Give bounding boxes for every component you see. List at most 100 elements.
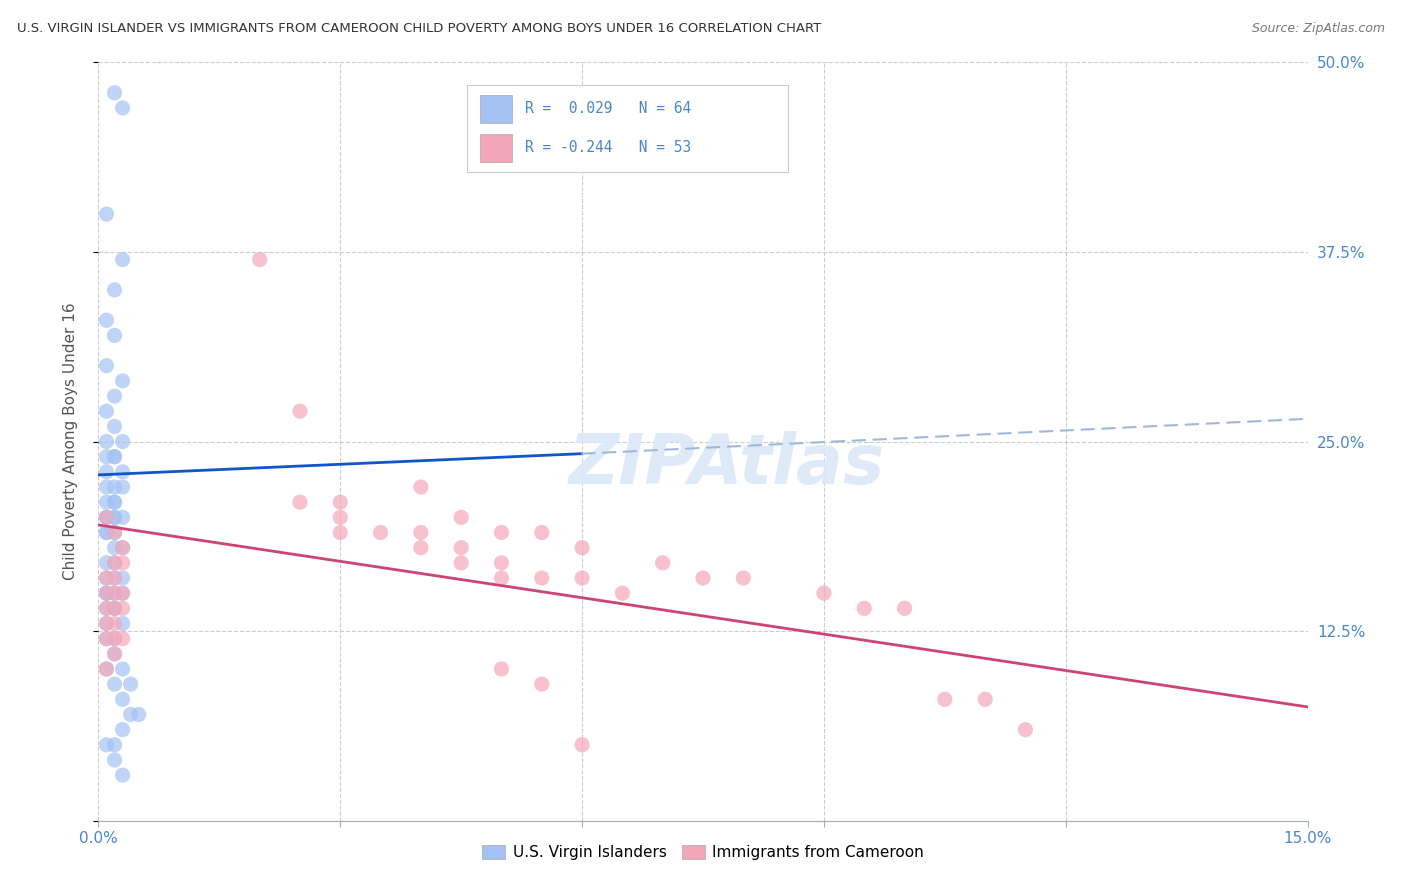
Point: [111, 465, 134, 479]
Point: [96, 601, 118, 615]
Point: [103, 632, 125, 646]
Point: [103, 419, 125, 434]
Text: Source: ZipAtlas.com: Source: ZipAtlas.com: [1251, 22, 1385, 36]
Point: [96, 738, 118, 752]
Point: [409, 525, 432, 540]
Point: [103, 510, 125, 524]
Point: [893, 601, 915, 615]
Point: [612, 586, 634, 600]
Point: [103, 556, 125, 570]
Point: [111, 768, 134, 782]
Point: [103, 571, 125, 585]
Point: [491, 571, 513, 585]
Point: [409, 541, 432, 555]
Point: [96, 480, 118, 494]
Point: [96, 601, 118, 615]
Point: [530, 525, 553, 540]
Text: ZIPAtlas: ZIPAtlas: [569, 431, 886, 498]
Point: [530, 677, 553, 691]
Point: [96, 525, 118, 540]
Point: [103, 510, 125, 524]
Point: [530, 571, 553, 585]
Point: [103, 556, 125, 570]
Point: [96, 571, 118, 585]
Point: [103, 632, 125, 646]
Point: [96, 586, 118, 600]
Point: [103, 601, 125, 615]
Point: [103, 525, 125, 540]
Point: [96, 632, 118, 646]
Point: [111, 723, 134, 737]
Point: [571, 571, 593, 585]
Point: [111, 252, 134, 267]
Point: [733, 571, 755, 585]
Point: [111, 692, 134, 706]
Point: [96, 359, 118, 373]
Point: [103, 389, 125, 403]
Point: [96, 404, 118, 418]
Point: [571, 541, 593, 555]
Point: [853, 601, 876, 615]
Point: [450, 556, 472, 570]
Point: [450, 541, 472, 555]
Point: [370, 525, 392, 540]
Point: [96, 586, 118, 600]
Point: [103, 677, 125, 691]
Point: [491, 556, 513, 570]
Point: [111, 586, 134, 600]
Point: [128, 707, 150, 722]
Point: [96, 465, 118, 479]
Point: [96, 632, 118, 646]
Point: [103, 601, 125, 615]
Point: [103, 571, 125, 585]
Point: [96, 616, 118, 631]
Point: [103, 328, 125, 343]
Point: [96, 207, 118, 221]
Point: [103, 480, 125, 494]
Point: [974, 692, 997, 706]
Point: [103, 283, 125, 297]
Point: [111, 541, 134, 555]
Point: [96, 525, 118, 540]
Point: [120, 707, 142, 722]
Point: [491, 662, 513, 676]
Point: [329, 510, 352, 524]
Point: [103, 525, 125, 540]
Point: [111, 374, 134, 388]
Point: [111, 434, 134, 449]
Point: [103, 495, 125, 509]
Point: [111, 480, 134, 494]
Point: [288, 404, 311, 418]
Point: [111, 586, 134, 600]
Point: [96, 450, 118, 464]
Text: U.S. VIRGIN ISLANDER VS IMMIGRANTS FROM CAMEROON CHILD POVERTY AMONG BOYS UNDER : U.S. VIRGIN ISLANDER VS IMMIGRANTS FROM …: [17, 22, 821, 36]
Point: [96, 434, 118, 449]
Point: [103, 586, 125, 600]
Point: [249, 252, 271, 267]
Point: [111, 101, 134, 115]
Point: [96, 662, 118, 676]
Point: [111, 571, 134, 585]
Point: [288, 495, 311, 509]
Point: [96, 556, 118, 570]
Point: [692, 571, 714, 585]
Point: [103, 647, 125, 661]
Point: [103, 601, 125, 615]
Point: [103, 450, 125, 464]
Point: [329, 525, 352, 540]
Point: [103, 647, 125, 661]
Point: [111, 510, 134, 524]
Point: [120, 677, 142, 691]
Point: [111, 632, 134, 646]
Point: [96, 510, 118, 524]
Point: [96, 571, 118, 585]
Point: [103, 86, 125, 100]
Point: [96, 510, 118, 524]
Point: [96, 313, 118, 327]
Point: [111, 556, 134, 570]
Point: [651, 556, 673, 570]
Point: [934, 692, 956, 706]
Point: [96, 495, 118, 509]
Point: [103, 753, 125, 767]
Y-axis label: Child Poverty Among Boys Under 16: Child Poverty Among Boys Under 16: [63, 302, 77, 581]
